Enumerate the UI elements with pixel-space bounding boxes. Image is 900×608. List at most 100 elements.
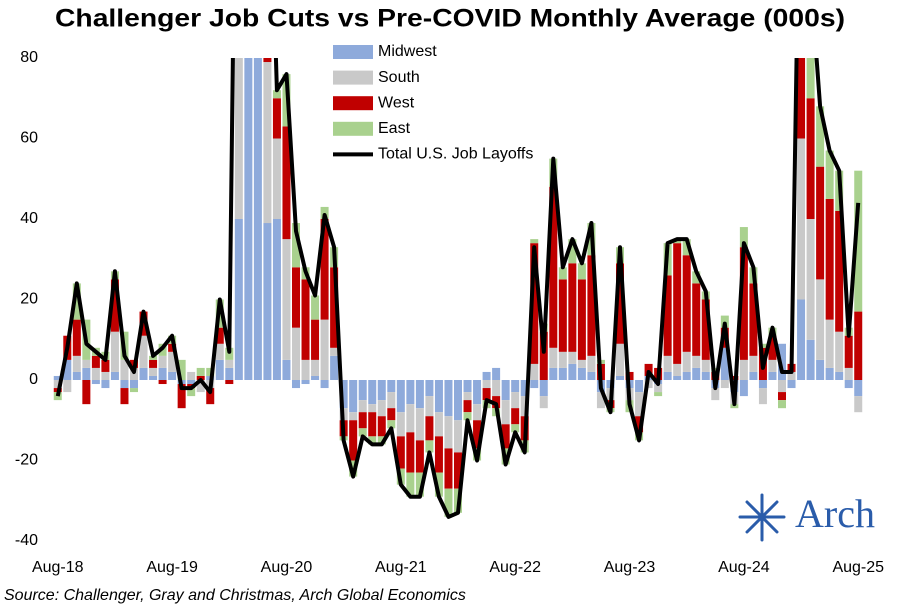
- bar: [673, 363, 682, 376]
- bar: [816, 166, 825, 280]
- bar: [311, 359, 320, 376]
- bar: [520, 396, 529, 417]
- bar: [558, 267, 567, 280]
- bar: [434, 436, 443, 473]
- legend-label: East: [378, 120, 411, 137]
- bar: [777, 392, 787, 401]
- bar: [453, 380, 463, 421]
- bar: [358, 400, 367, 413]
- y-tick-label: -20: [15, 452, 38, 469]
- bar: [511, 380, 520, 393]
- legend-label: Midwest: [378, 43, 437, 60]
- bar: [234, 58, 243, 219]
- bar: [63, 359, 72, 380]
- bar: [72, 355, 81, 372]
- bar: [234, 219, 243, 380]
- bar: [444, 488, 453, 517]
- bar: [91, 367, 100, 380]
- bar: [311, 319, 320, 360]
- bar: [473, 420, 482, 449]
- bar: [425, 440, 434, 453]
- bar: [158, 367, 167, 380]
- chart-title: Challenger Job Cuts vs Pre-COVID Monthly…: [55, 5, 845, 33]
- bar: [768, 359, 777, 372]
- bar: [558, 351, 567, 368]
- bar: [311, 375, 320, 380]
- bar: [434, 380, 443, 413]
- bar: [120, 388, 129, 405]
- bar: [654, 392, 663, 397]
- bar: [158, 380, 167, 385]
- bar: [91, 355, 100, 368]
- bar: [215, 359, 224, 380]
- bar: [187, 388, 196, 397]
- bar: [396, 436, 405, 469]
- bar: [387, 380, 396, 393]
- bar: [272, 90, 281, 99]
- x-tick-label: Aug-21: [375, 559, 427, 576]
- bar: [844, 335, 853, 368]
- bar: [301, 380, 310, 385]
- legend-label: Total U.S. Job Layoffs: [378, 146, 533, 163]
- bar: [749, 371, 758, 380]
- bar: [854, 396, 863, 413]
- bar: [291, 380, 301, 389]
- bar: [282, 359, 291, 380]
- bar: [339, 380, 348, 409]
- bar: [349, 380, 358, 413]
- bar: [615, 343, 625, 376]
- bar: [587, 355, 596, 372]
- bar: [444, 448, 453, 489]
- x-tick-label: Aug-19: [146, 559, 198, 576]
- bar: [530, 363, 539, 380]
- bar: [530, 243, 539, 364]
- bar: [206, 388, 215, 405]
- bar: [854, 380, 863, 397]
- bar: [568, 351, 577, 364]
- bar: [377, 436, 386, 445]
- bar: [425, 396, 434, 417]
- logo: Arch: [795, 491, 875, 536]
- legend-label: South: [378, 69, 420, 86]
- bar: [377, 416, 386, 437]
- bar: [568, 239, 577, 264]
- bar: [854, 170, 863, 312]
- bar: [91, 380, 100, 385]
- bar: [825, 150, 834, 199]
- bar: [110, 371, 119, 380]
- bar: [225, 367, 234, 380]
- bar: [549, 347, 558, 368]
- bar: [615, 263, 625, 344]
- bar: [387, 408, 396, 421]
- bar: [654, 384, 663, 393]
- bar: [806, 58, 815, 99]
- x-tick-label: Aug-18: [32, 559, 84, 576]
- bar: [358, 428, 367, 437]
- bar: [530, 380, 539, 389]
- bar: [187, 371, 196, 380]
- bar: [463, 392, 472, 401]
- bar: [377, 380, 386, 401]
- bar: [272, 219, 281, 380]
- bar: [482, 380, 491, 389]
- bar: [701, 371, 710, 380]
- bar: [396, 412, 405, 437]
- bar: [177, 384, 186, 409]
- bar: [816, 359, 825, 380]
- bar: [311, 295, 320, 320]
- bar: [225, 347, 234, 360]
- bar: [320, 219, 329, 320]
- y-tick-label: 60: [20, 130, 38, 147]
- bar: [806, 98, 815, 219]
- bar: [301, 279, 310, 360]
- bar: [463, 412, 472, 421]
- bar: [530, 239, 539, 244]
- y-tick-label: -40: [15, 532, 38, 549]
- bar: [53, 380, 62, 389]
- bar: [577, 279, 586, 360]
- bar: [396, 380, 405, 413]
- bar: [558, 279, 567, 352]
- bar: [415, 380, 424, 409]
- bar: [291, 327, 301, 380]
